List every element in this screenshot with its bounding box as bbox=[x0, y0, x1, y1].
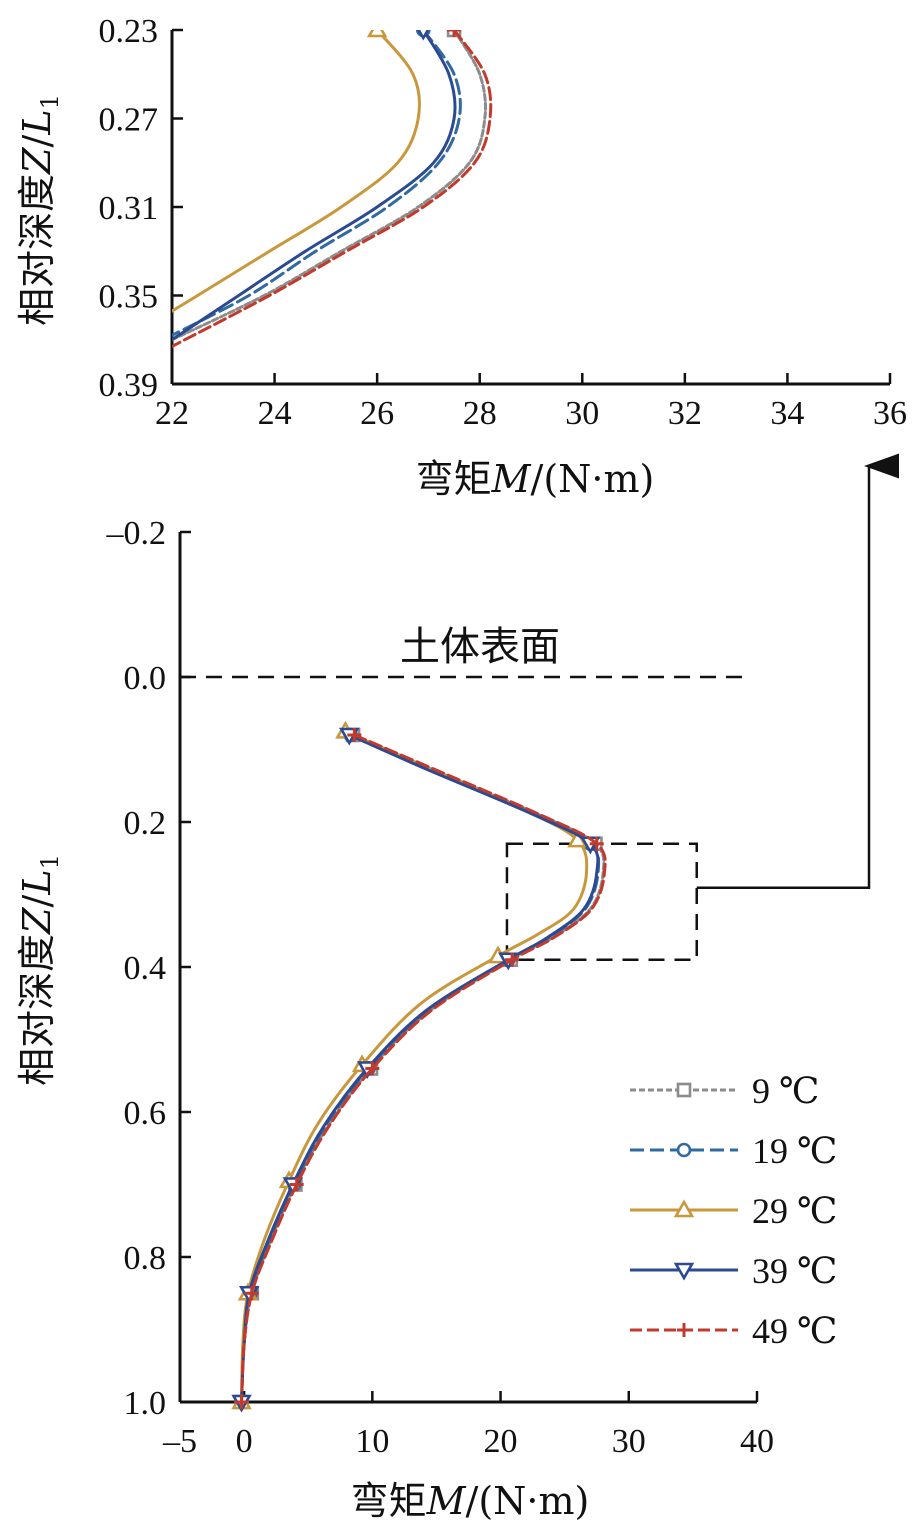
y-tick-label: 0.27 bbox=[99, 102, 159, 139]
legend-marker bbox=[676, 1142, 692, 1158]
legend-label: 19 ℃ bbox=[752, 1131, 837, 1171]
x-tick-label: 0 bbox=[236, 1423, 253, 1460]
x-tick-label: 36 bbox=[873, 395, 907, 432]
series-marker bbox=[366, 30, 388, 38]
y-tick-label: 0.4 bbox=[124, 950, 167, 987]
legend: 9 ℃ 19 ℃ 29 ℃ 39 ℃ 49 ℃ bbox=[630, 1071, 837, 1351]
series-marker bbox=[289, 1177, 304, 1192]
x-tick-label: –5 bbox=[162, 1423, 197, 1460]
x-tick-label: 34 bbox=[770, 395, 804, 432]
x-tick-label: 30 bbox=[565, 395, 599, 432]
legend-marker bbox=[673, 1262, 695, 1281]
main-panel: –5 0 10 20 30 40 –0.20.00.20.40.60.81.0 土体表面 … bbox=[15, 453, 899, 1523]
series-line bbox=[172, 30, 493, 348]
series-marker bbox=[234, 1395, 249, 1409]
main-series bbox=[231, 720, 607, 1413]
series-marker bbox=[365, 1061, 380, 1076]
soil-surface-label: 土体表面 bbox=[400, 624, 560, 670]
legend-label: 9 ℃ bbox=[752, 1071, 819, 1111]
legend-marker bbox=[677, 1323, 691, 1337]
x-tick-label: 32 bbox=[668, 395, 702, 432]
y-tick-label: 0.8 bbox=[124, 1240, 167, 1277]
series-marker bbox=[417, 30, 430, 41]
y-tick-label: 0.2 bbox=[124, 805, 167, 842]
main-y-ticks: –0.2 0.0 0.2 0.4 0.6 0.8 1.0 bbox=[106, 515, 191, 1422]
inset-x-axis-title: 弯矩M/(N·m) bbox=[416, 457, 655, 501]
series-line bbox=[240, 733, 600, 1404]
legend-label: 29 ℃ bbox=[752, 1191, 837, 1231]
inset-x-ticks: 22 24 26 28 30 32 34 36 bbox=[155, 373, 907, 432]
y-tick-label: 0.0 bbox=[124, 660, 167, 697]
x-tick-label: 24 bbox=[258, 395, 292, 432]
zoom-box bbox=[505, 842, 698, 961]
inset-series bbox=[172, 30, 493, 348]
series-line bbox=[240, 733, 606, 1404]
legend-label: 39 ℃ bbox=[752, 1251, 837, 1291]
legend-marker bbox=[676, 1082, 692, 1098]
series-line bbox=[172, 30, 421, 313]
y-tick-label: 1.0 bbox=[124, 1385, 167, 1422]
series-line bbox=[172, 30, 462, 337]
x-tick-label: 28 bbox=[463, 395, 497, 432]
x-tick-label: 26 bbox=[360, 395, 394, 432]
y-tick-label: 0.39 bbox=[99, 367, 159, 404]
series-marker bbox=[347, 728, 362, 742]
zoom-arrow bbox=[696, 453, 899, 889]
x-tick-label: 20 bbox=[484, 1423, 518, 1460]
series-line bbox=[172, 30, 487, 342]
inset-y-axis-title: 相对深度Z/L1 bbox=[15, 94, 64, 326]
y-tick-label: 0.23 bbox=[99, 13, 159, 50]
legend-marker bbox=[673, 1199, 695, 1218]
legend-label: 49 ℃ bbox=[752, 1311, 837, 1351]
series-marker bbox=[505, 952, 520, 967]
series-marker bbox=[567, 829, 588, 848]
inset-y-ticks: 0.23 0.27 0.31 0.35 0.39 bbox=[99, 13, 183, 404]
y-tick-label: 0.31 bbox=[99, 190, 159, 227]
main-y-axis-title: 相对深度Z/L1 bbox=[15, 854, 64, 1086]
series-marker bbox=[589, 836, 604, 851]
x-tick-label: 10 bbox=[355, 1423, 389, 1460]
main-x-ticks: –5 0 10 20 30 40 bbox=[162, 1391, 774, 1460]
series-marker bbox=[447, 30, 462, 37]
y-tick-label: 0.35 bbox=[99, 279, 159, 316]
inset-panel: 22 24 26 28 30 32 34 36 0.23 0.27 0.31 0.35 0.39 弯矩… bbox=[15, 13, 907, 501]
y-tick-label: 0.6 bbox=[124, 1095, 167, 1132]
main-x-axis-title: 弯矩M/(N·m) bbox=[351, 1479, 590, 1523]
series-line bbox=[172, 30, 457, 342]
series-line bbox=[240, 733, 601, 1404]
series-line bbox=[240, 733, 607, 1404]
series-marker bbox=[244, 1286, 259, 1301]
x-tick-label: 22 bbox=[155, 395, 189, 432]
y-tick-label: –0.2 bbox=[106, 515, 167, 552]
series-line bbox=[240, 729, 589, 1404]
x-tick-label: 40 bbox=[740, 1423, 774, 1460]
x-tick-label: 30 bbox=[612, 1423, 646, 1460]
